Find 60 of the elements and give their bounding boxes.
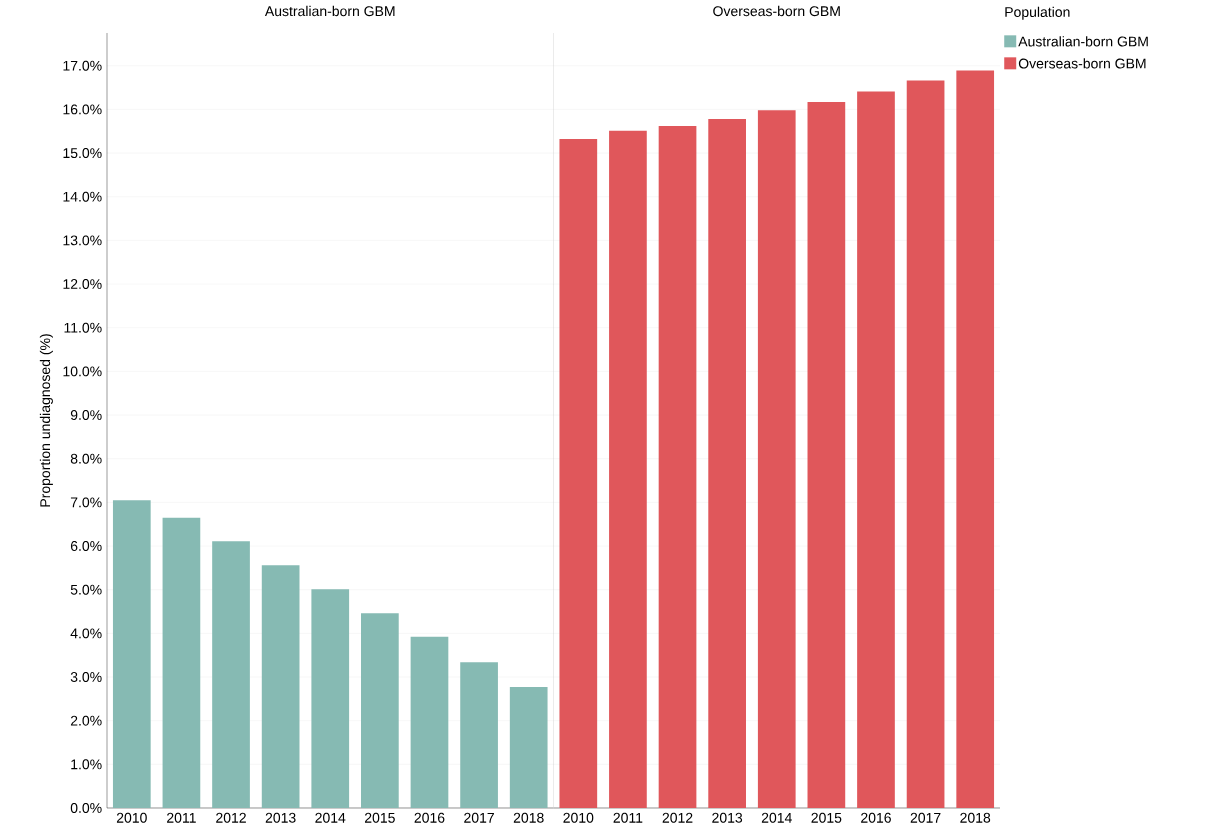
y-tick-label: 14.0% (63, 191, 102, 202)
y-tick-label: 16.0% (63, 104, 102, 115)
y-tick-label: 7.0% (70, 497, 102, 508)
y-axis-title: Proportion undiagnosed (%) (39, 334, 53, 507)
x-tick-label: 2012 (216, 812, 246, 823)
bar (460, 662, 498, 808)
y-tick-label: 11.0% (64, 322, 102, 333)
x-tick-label: 2015 (365, 812, 395, 823)
x-tick-label: 2016 (861, 812, 891, 823)
y-tick-label: 9.0% (70, 410, 102, 420)
bar (261, 565, 300, 808)
bar (162, 517, 201, 808)
legend-label: Australian-born GBM (1018, 36, 1148, 47)
y-tick-label: 13.0% (63, 235, 102, 246)
bar (112, 500, 151, 808)
y-tick-label: 5.0% (70, 584, 102, 595)
legend-title: Population (1005, 6, 1070, 20)
chart-title: Overseas-born GBM (713, 5, 840, 17)
bar (906, 80, 945, 808)
x-tick-label: 2010 (116, 812, 147, 823)
bar (757, 110, 796, 808)
x-tick-label: 2013 (712, 812, 743, 823)
x-tick-label: 2010 (563, 812, 594, 823)
x-tick-label: 2018 (513, 812, 544, 823)
y-tick-label: 0.0% (70, 803, 102, 813)
bar (212, 541, 250, 808)
bar (658, 125, 697, 808)
x-tick-label: 2013 (265, 812, 296, 823)
x-tick-label: 2015 (811, 812, 842, 823)
bar (609, 130, 647, 808)
y-tick-label: 2.0% (70, 715, 102, 726)
chart-title: Australian-born GBM (264, 5, 395, 17)
bar (509, 687, 548, 808)
x-tick-label: 2018 (960, 812, 991, 823)
bar (956, 70, 995, 808)
x-tick-label: 2014 (315, 812, 346, 823)
bar (361, 613, 399, 808)
bar (311, 589, 350, 808)
x-tick-label: 2011 (167, 812, 196, 823)
y-tick-label: 3.0% (70, 672, 102, 682)
bar (807, 101, 846, 808)
bar (857, 91, 895, 808)
legend-label: Overseas-born GBM (1018, 58, 1146, 69)
bar (559, 139, 598, 808)
x-tick-label: 2014 (761, 812, 792, 823)
x-tick-label: 2017 (464, 812, 494, 823)
x-tick-label: 2011 (613, 812, 643, 823)
bar (708, 119, 746, 808)
x-tick-label: 2012 (662, 812, 693, 823)
y-tick-label: 4.0% (70, 628, 102, 639)
y-tick-label: 10.0% (63, 366, 102, 377)
y-tick-label: 12.0% (63, 279, 102, 290)
y-tick-label: 1.0% (71, 759, 102, 770)
x-tick-label: 2017 (910, 812, 941, 823)
y-tick-label: 17.0% (63, 60, 102, 71)
y-tick-label: 8.0% (70, 453, 102, 464)
bar (410, 636, 449, 808)
y-tick-label: 6.0% (70, 541, 102, 551)
y-tick-label: 15.0% (63, 148, 102, 159)
x-tick-label: 2016 (414, 812, 445, 823)
